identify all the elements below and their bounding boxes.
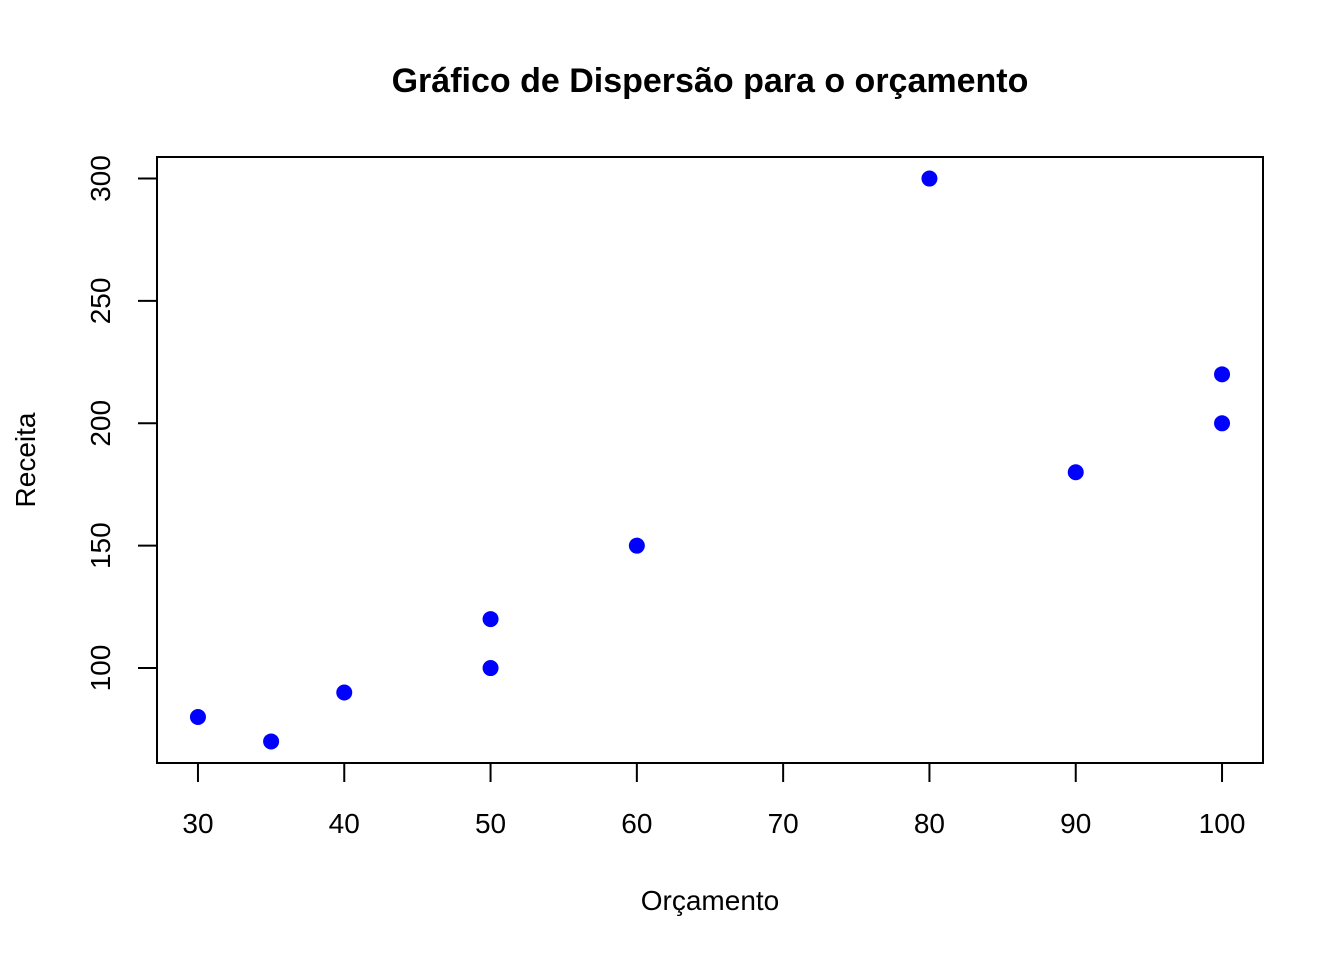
y-tick-label: 100 [85, 645, 116, 692]
data-point [628, 537, 645, 554]
data-point [921, 170, 938, 187]
data-point [189, 708, 206, 725]
y-axis: 100 150 200 250 300 [85, 155, 158, 692]
data-point [263, 733, 280, 750]
x-tick-label: 50 [475, 808, 506, 839]
x-tick-label: 100 [1199, 808, 1246, 839]
data-point [1214, 415, 1231, 432]
x-tick-label: 80 [914, 808, 945, 839]
x-tick-label: 90 [1060, 808, 1091, 839]
chart-title: Gráfico de Dispersão para o orçamento [392, 62, 1029, 100]
y-tick-label: 300 [85, 155, 116, 202]
y-tick-label: 200 [85, 400, 116, 447]
data-point [1214, 366, 1231, 383]
x-tick-label: 70 [768, 808, 799, 839]
x-axis: 30 40 50 60 70 80 90 100 [182, 762, 1246, 839]
y-axis-label: Receita [10, 412, 41, 507]
data-points [189, 170, 1231, 750]
data-point [482, 611, 499, 628]
data-point [482, 660, 499, 677]
x-tick-label: 60 [621, 808, 652, 839]
y-tick-label: 150 [85, 522, 116, 569]
plot-frame [156, 156, 1264, 764]
x-axis-label: Orçamento [641, 885, 780, 916]
y-tick-label: 250 [85, 278, 116, 325]
x-tick-label: 40 [329, 808, 360, 839]
x-tick-label: 30 [182, 808, 213, 839]
data-point [336, 684, 353, 701]
data-point [1067, 464, 1084, 481]
